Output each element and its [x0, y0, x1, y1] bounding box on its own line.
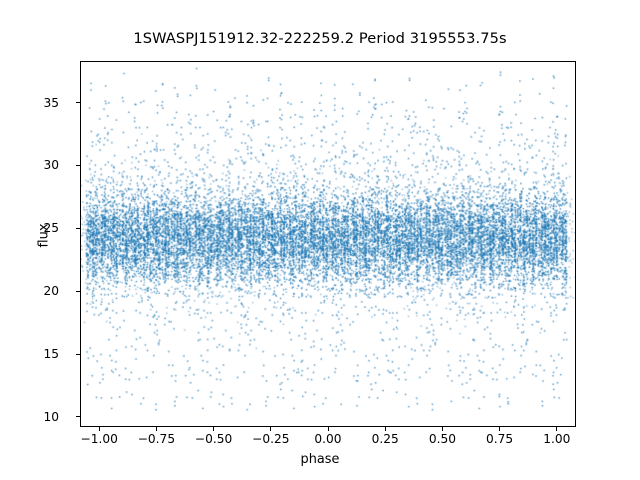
x-tick-mark: [155, 427, 157, 431]
y-tick-label: 35: [43, 95, 59, 110]
x-tick-mark: [384, 427, 386, 431]
y-tick-mark: [76, 164, 80, 166]
y-tick-mark: [76, 290, 80, 292]
plot-axes-area: [80, 61, 576, 427]
x-tick-mark: [213, 427, 215, 431]
x-tick-label: 0.25: [371, 432, 399, 446]
x-tick-label: −1.00: [80, 432, 118, 446]
y-axis-label: flux: [36, 223, 52, 248]
y-tick-mark: [76, 353, 80, 355]
scatter-points-layer: [81, 62, 575, 426]
y-tick-label: 30: [43, 158, 59, 173]
x-tick-mark: [556, 427, 558, 431]
x-tick-mark: [98, 427, 100, 431]
x-tick-label: 0.50: [428, 432, 456, 446]
chart-title: 1SWASPJ151912.32-222259.2 Period 3195553…: [133, 30, 507, 47]
y-tick-label: 10: [43, 409, 59, 424]
x-tick-label: 1.00: [543, 432, 571, 446]
y-tick-label: 20: [43, 284, 59, 299]
x-tick-label: −0.50: [194, 432, 233, 446]
x-tick-mark: [327, 427, 329, 431]
y-tick-label: 25: [43, 221, 59, 236]
x-tick-mark: [441, 427, 443, 431]
y-tick-label: 15: [43, 347, 59, 362]
x-tick-mark: [499, 427, 501, 431]
y-tick-mark: [76, 416, 80, 418]
x-tick-label: 0.00: [314, 432, 342, 446]
x-axis-label: phase: [300, 452, 340, 467]
x-tick-label: −0.75: [137, 432, 176, 446]
x-tick-label: −0.25: [252, 432, 290, 446]
x-tick-label: 0.75: [486, 432, 514, 446]
y-tick-mark: [76, 227, 80, 229]
y-tick-mark: [76, 102, 80, 104]
x-tick-mark: [270, 427, 272, 431]
